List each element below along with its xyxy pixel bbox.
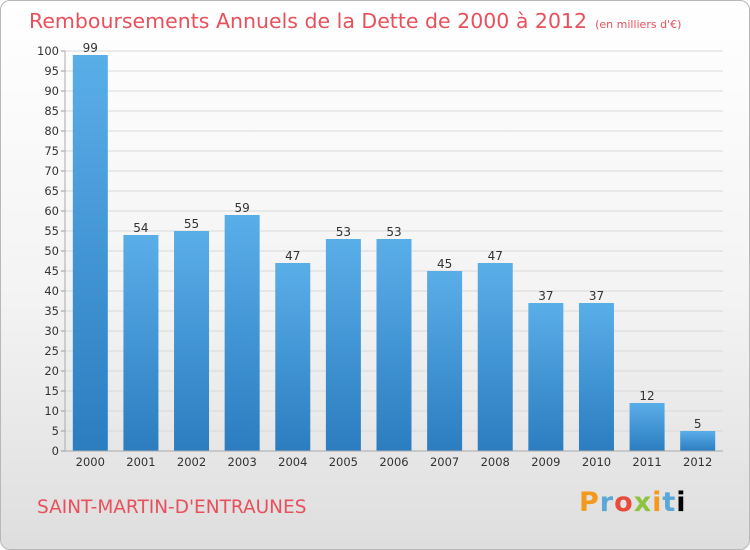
y-tick-label: 85 xyxy=(44,104,59,118)
x-axis: 2000 2001 2002 2003 2004 2005 2006 2007 2008 2009… xyxy=(65,450,723,469)
bar-2009 xyxy=(528,303,564,451)
bar-2005 xyxy=(325,239,361,451)
x-tick-label-2001: 2001 xyxy=(126,455,155,469)
y-tick-label: 75 xyxy=(44,144,59,158)
bar-2007 xyxy=(427,271,463,451)
bars xyxy=(72,55,716,451)
data-label-2005: 53 xyxy=(336,225,351,239)
x-tick-label-2002: 2002 xyxy=(177,455,206,469)
proxiti-logo: Proxiti xyxy=(579,487,687,518)
y-tick-label: 20 xyxy=(44,364,59,378)
x-tick-label-2005: 2005 xyxy=(329,455,358,469)
data-label-2011: 12 xyxy=(639,389,654,403)
bar-2010 xyxy=(578,303,614,451)
bar-2008 xyxy=(477,263,513,451)
data-label-2009: 37 xyxy=(538,289,553,303)
y-tick-label: 15 xyxy=(44,384,59,398)
bar-2012 xyxy=(680,431,716,451)
x-tick-label-2000: 2000 xyxy=(76,455,105,469)
y-tick-label: 95 xyxy=(44,64,59,78)
x-tick-label-2006: 2006 xyxy=(379,455,408,469)
x-tick-label-2009: 2009 xyxy=(531,455,560,469)
data-label-2012: 5 xyxy=(694,417,702,431)
unit-label: (en milliers d'€) xyxy=(595,18,682,31)
data-label-2003: 59 xyxy=(235,201,250,215)
y-tick-label: 35 xyxy=(44,304,59,318)
y-tick-label: 80 xyxy=(44,124,59,138)
y-tick-label: 50 xyxy=(44,244,59,258)
chart-title: Remboursements Annuels de la Dette de 20… xyxy=(29,9,681,33)
x-tick-label-2008: 2008 xyxy=(481,455,510,469)
x-tick-label-2007: 2007 xyxy=(430,455,459,469)
y-tick-label: 70 xyxy=(44,164,59,178)
y-tick-label: 5 xyxy=(52,424,59,438)
y-tick-label: 30 xyxy=(44,324,59,338)
commune-name: SAINT-MARTIN-D'ENTRAUNES xyxy=(37,497,307,518)
y-tick-label: 10 xyxy=(44,404,59,418)
y-tick-label: 45 xyxy=(44,264,59,278)
y-tick-label: 40 xyxy=(44,284,59,298)
x-tick-label-2012: 2012 xyxy=(683,455,712,469)
y-tick-label: 65 xyxy=(44,184,59,198)
data-label-2001: 54 xyxy=(133,221,148,235)
y-tick-label: 90 xyxy=(44,84,59,98)
y-tick-label: 25 xyxy=(44,344,59,358)
x-tick-label-2003: 2003 xyxy=(228,455,257,469)
data-label-2002: 55 xyxy=(184,217,199,231)
bar-2000 xyxy=(72,55,108,451)
x-tick-label-2011: 2011 xyxy=(632,455,661,469)
y-tick-label: 100 xyxy=(37,44,59,58)
data-label-2000: 99 xyxy=(83,41,98,55)
x-tick-label-2010: 2010 xyxy=(582,455,611,469)
data-label-2006: 53 xyxy=(386,225,401,239)
bar-2003 xyxy=(224,215,260,451)
y-axis: 0 5 10 15 20 25 30 35 40 45 50 55 60 65 70 75 80 85 90 95 10… xyxy=(37,44,66,458)
data-label-2008: 47 xyxy=(488,249,503,263)
y-tick-label: 60 xyxy=(44,204,59,218)
y-tick-label: 55 xyxy=(44,224,59,238)
bar-2004 xyxy=(275,263,311,451)
bar-2006 xyxy=(376,239,412,451)
x-tick-label-2004: 2004 xyxy=(278,455,307,469)
bar-2002 xyxy=(174,231,210,451)
data-labels: 99 54 55 59 47 53 53 45 47 37 37 12 5 xyxy=(83,41,702,431)
data-label-2004: 47 xyxy=(285,249,300,263)
bar-2011 xyxy=(629,403,665,451)
bar-2001 xyxy=(123,235,159,451)
y-tick-label: 0 xyxy=(52,444,59,458)
data-label-2007: 45 xyxy=(437,257,452,271)
data-label-2010: 37 xyxy=(589,289,604,303)
chart-title-text: Remboursements Annuels de la Dette de 20… xyxy=(29,9,588,33)
